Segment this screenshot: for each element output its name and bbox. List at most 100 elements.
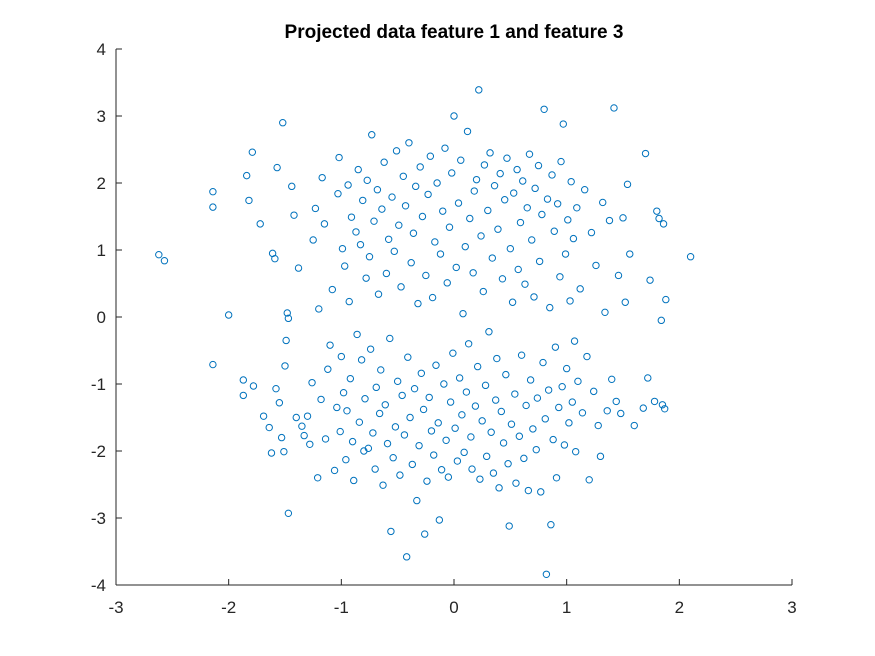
data-point xyxy=(493,354,501,363)
data-point xyxy=(542,570,551,578)
data-point xyxy=(298,422,306,430)
data-point xyxy=(564,216,572,224)
data-point xyxy=(272,384,280,393)
data-point xyxy=(209,203,217,211)
data-point xyxy=(477,232,485,240)
data-point xyxy=(328,285,337,294)
data-point xyxy=(283,309,291,317)
data-point xyxy=(320,220,329,228)
data-point xyxy=(431,238,439,246)
data-point xyxy=(423,477,431,485)
data-point xyxy=(573,204,581,212)
data-point xyxy=(281,362,289,370)
data-point xyxy=(402,553,411,561)
data-point xyxy=(567,177,575,186)
data-point xyxy=(568,398,576,406)
data-point xyxy=(497,407,506,416)
data-point xyxy=(245,196,253,205)
data-point xyxy=(641,149,650,158)
data-point xyxy=(427,427,436,435)
chart-title: Projected data feature 1 and feature 3 xyxy=(285,22,624,43)
data-point xyxy=(382,269,391,278)
data-point xyxy=(469,269,477,277)
data-point xyxy=(455,374,464,382)
data-point xyxy=(425,393,433,402)
data-point xyxy=(443,279,451,287)
data-point xyxy=(446,398,455,406)
data-point xyxy=(418,212,427,221)
data-point xyxy=(449,349,457,357)
data-point xyxy=(529,425,537,433)
data-point xyxy=(551,343,560,351)
x-tick-label: -3 xyxy=(108,598,123,617)
data-point xyxy=(578,409,587,417)
x-tick-label: -2 xyxy=(221,598,236,617)
data-point xyxy=(565,419,573,427)
data-point xyxy=(479,287,487,296)
data-point xyxy=(439,207,447,215)
data-point xyxy=(242,171,251,180)
data-point xyxy=(558,382,566,391)
data-point xyxy=(608,375,616,384)
data-point xyxy=(239,391,248,400)
data-point xyxy=(357,356,366,364)
data-point xyxy=(306,440,314,448)
data-point xyxy=(513,165,521,174)
data-point xyxy=(655,214,663,223)
data-point xyxy=(318,173,326,182)
data-point xyxy=(450,112,458,120)
data-point xyxy=(495,484,503,492)
data-point xyxy=(421,530,429,538)
y-tick-label: -2 xyxy=(91,442,106,461)
data-point xyxy=(560,441,569,449)
data-point xyxy=(365,253,374,261)
data-point xyxy=(224,311,233,319)
data-point xyxy=(501,196,509,204)
data-point xyxy=(480,161,489,169)
data-point xyxy=(660,405,669,413)
data-point xyxy=(430,451,438,459)
data-point xyxy=(574,377,582,386)
data-point xyxy=(334,190,342,198)
data-point xyxy=(510,189,518,197)
data-point xyxy=(284,314,293,323)
data-point xyxy=(463,127,472,136)
data-point xyxy=(524,486,533,495)
data-point xyxy=(460,448,468,457)
data-point xyxy=(505,522,513,530)
data-point xyxy=(426,152,435,160)
data-point xyxy=(561,250,570,258)
data-point xyxy=(562,364,571,373)
data-point xyxy=(617,409,625,418)
data-point xyxy=(352,228,360,236)
x-tick-label: 1 xyxy=(562,598,571,617)
data-point xyxy=(303,412,312,420)
data-point xyxy=(388,193,396,201)
data-point xyxy=(540,105,548,114)
data-point xyxy=(309,236,317,244)
data-point xyxy=(390,247,398,256)
data-point xyxy=(610,104,618,112)
data-point xyxy=(288,182,296,191)
data-point xyxy=(546,303,554,312)
data-point xyxy=(419,405,428,414)
data-point xyxy=(556,273,564,281)
data-point xyxy=(507,420,516,428)
y-tick-label: -3 xyxy=(91,509,106,528)
data-point xyxy=(489,469,498,477)
data-point xyxy=(377,366,385,374)
data-point xyxy=(284,509,293,518)
data-point xyxy=(404,353,412,361)
data-point xyxy=(371,465,379,473)
data-point xyxy=(662,295,670,304)
data-point xyxy=(424,190,432,199)
data-point xyxy=(511,390,519,398)
data-point xyxy=(375,409,384,418)
data-point xyxy=(502,370,510,379)
data-point xyxy=(393,377,402,386)
data-point xyxy=(392,147,401,155)
data-point xyxy=(333,403,341,412)
data-point xyxy=(370,217,378,225)
